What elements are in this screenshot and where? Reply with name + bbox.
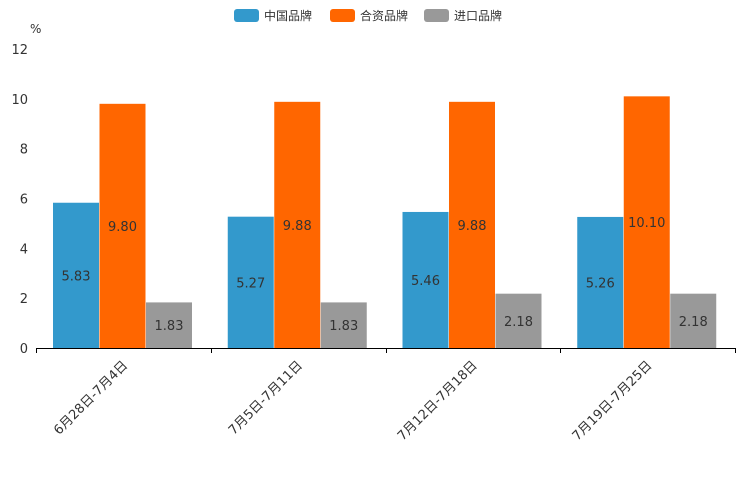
legend-label[interactable]: 合资品牌 (360, 8, 408, 23)
bar (495, 293, 542, 348)
y-tick-label: 2 (20, 292, 28, 307)
y-tick-label: 6 (20, 193, 28, 208)
y-tick-label: 4 (20, 242, 28, 257)
y-tick-label: 10 (11, 93, 28, 108)
x-tick-label: 7月5日-7月11日 (226, 358, 306, 438)
data-label: 10.10 (628, 216, 665, 231)
x-tick-label: 6月28日-7月4日 (51, 358, 131, 438)
bar (227, 216, 274, 348)
data-label: 5.26 (586, 276, 615, 291)
y-tick-label: 12 (11, 43, 28, 58)
legend-swatch (424, 9, 449, 22)
x-axis: 6月28日-7月4日 7月5日-7月11日 7月12日-7月18日 7月19日-7月2… (36, 348, 736, 444)
bar (320, 302, 367, 348)
data-label: 2.18 (679, 315, 708, 330)
bar (577, 216, 624, 348)
bar (146, 302, 192, 348)
data-label: 2.18 (504, 315, 533, 330)
data-label: 5.46 (411, 274, 440, 289)
y-axis-unit-label: % (30, 22, 41, 36)
bar (623, 96, 670, 348)
legend-label[interactable]: 进口品牌 (454, 9, 502, 23)
x-tick-label: 7月12日-7月18日 (395, 358, 481, 444)
bar (99, 103, 146, 348)
data-label: 1.83 (155, 319, 184, 334)
bars: 5.83 9.80 1.83 5.27 9.88 1.83 5.46 9.88 2.18 5.26… (53, 96, 717, 348)
bar (53, 202, 99, 348)
data-label: 5.83 (62, 269, 91, 284)
y-tick-label: 8 (20, 143, 28, 158)
bar (402, 211, 449, 348)
legend-swatch (234, 9, 259, 22)
data-label: 5.27 (236, 276, 265, 291)
bar (274, 101, 321, 348)
data-label: 9.88 (458, 219, 487, 234)
data-label: 1.83 (329, 319, 358, 334)
bar (449, 101, 495, 348)
x-tick-label: 7月19日-7月25日 (570, 358, 656, 444)
legend: 中国品牌 合资品牌 进口品牌 (234, 8, 502, 23)
bar (670, 293, 717, 348)
legend-swatch (330, 9, 355, 22)
y-tick-label: 0 (20, 342, 28, 357)
data-label: 9.88 (283, 219, 312, 234)
data-label: 9.80 (108, 220, 137, 235)
legend-label[interactable]: 中国品牌 (264, 8, 312, 23)
y-axis: 0 2 4 6 8 10 12 (11, 43, 28, 357)
